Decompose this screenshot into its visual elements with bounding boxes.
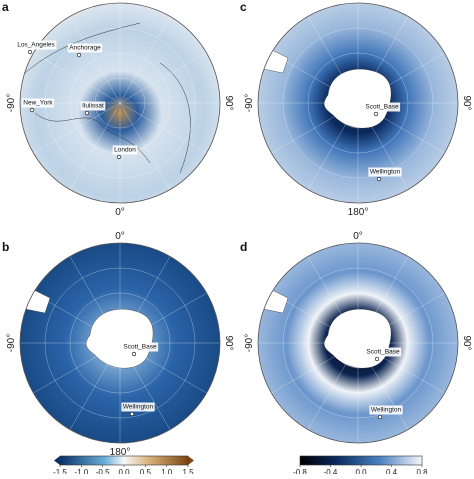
place-marker <box>376 176 382 182</box>
place-label-bg <box>363 102 401 112</box>
longitude-label: 0° <box>115 231 125 242</box>
map-border <box>19 242 221 444</box>
place-label-bg <box>80 101 106 111</box>
place-label-bg <box>67 43 103 53</box>
longitude-label: 90° <box>461 95 472 110</box>
colorbar-tick-label: 0.8 <box>416 468 428 474</box>
graticule <box>33 52 207 154</box>
colorbar-arrow <box>188 456 194 465</box>
map-body <box>20 243 220 443</box>
colorbar-tick-label: 1.0 <box>161 468 173 474</box>
colorbar-tick-label: -0.5 <box>96 468 110 474</box>
map-panel: a 0° -90° 90° Los_Angeles Anchorage New_York Il… <box>2 0 234 218</box>
colorbar-right <box>299 455 423 466</box>
longitude-label: -90° <box>6 334 17 352</box>
landmass <box>24 22 191 174</box>
longitude-label: -90° <box>244 94 255 112</box>
place-marker <box>373 111 379 117</box>
place-marker <box>116 154 122 160</box>
place-marker <box>27 49 33 55</box>
place-marker <box>129 411 135 417</box>
graticule <box>33 292 207 394</box>
colorbar-arrow <box>54 456 60 465</box>
place-label-bg <box>368 167 402 177</box>
longitude-label: 90° <box>461 335 472 350</box>
longitude-label: 180° <box>110 447 131 458</box>
map-body <box>258 243 458 443</box>
colorbar-tick-label: -0.4 <box>324 468 338 474</box>
place-label-bg <box>112 145 138 155</box>
longitude-label: 90° <box>223 335 234 350</box>
colorbar-tick-label: -1.0 <box>74 468 88 474</box>
panel-label: a <box>2 0 9 14</box>
graticule <box>271 292 445 394</box>
map-panel: d 0° -90° 90° Scott_Base Wellington <box>240 231 472 444</box>
place-label: Scott_Base <box>365 104 399 111</box>
map-border <box>257 2 459 204</box>
place-label: Scott_Base <box>366 349 400 356</box>
colorbar <box>54 455 423 466</box>
map-border <box>257 242 459 444</box>
place-label: Scott_Base <box>123 344 157 351</box>
place-label: Los_Angeles <box>17 42 55 49</box>
place-label: Wellington <box>371 407 402 414</box>
map-body <box>258 3 458 203</box>
longitude-label: -90° <box>6 94 17 112</box>
colorbar-tick-label: -0.8 <box>293 468 307 474</box>
place-label-bg <box>121 342 159 352</box>
place-label-bg <box>15 40 57 50</box>
panel-label: d <box>240 240 247 254</box>
place-label: Anchorage <box>69 45 101 52</box>
colorbar-tick-label: 1.5 <box>182 468 194 474</box>
colorbar-left <box>59 455 189 466</box>
panel-label: c <box>240 0 247 14</box>
place-label: Wellington <box>123 404 154 411</box>
place-marker <box>377 414 383 420</box>
longitude-label: 180° <box>348 207 369 218</box>
colorbar-tick-label: 0.4 <box>386 468 398 474</box>
colorbar-tick-label: -1.5 <box>53 468 67 474</box>
panel-label: b <box>2 240 9 254</box>
place-label: Wellington <box>370 169 401 176</box>
place-marker <box>131 351 137 357</box>
map-panel: c 180° -90° 90° Scott_Base Wellington <box>240 0 472 218</box>
longitude-label: 0° <box>115 207 125 218</box>
place-label: Ilulissat <box>82 103 104 110</box>
colorbar-tick-label: 0.0 <box>355 468 367 474</box>
colorbar-tick-label: 0.0 <box>118 468 130 474</box>
place-label: New_York <box>23 100 53 107</box>
place-marker <box>374 356 380 362</box>
place-label-bg <box>364 347 402 357</box>
place-label-bg <box>369 405 403 415</box>
map-border <box>19 2 221 204</box>
graticule <box>271 52 445 154</box>
map-body <box>20 3 220 203</box>
place-marker <box>76 52 82 58</box>
longitude-label: 90° <box>223 95 234 110</box>
place-marker <box>29 107 35 113</box>
place-label: London <box>114 147 136 154</box>
map-panel: b 0° 180° -90° 90° Scott_Base Wellington <box>2 231 234 458</box>
longitude-label: -90° <box>244 334 255 352</box>
place-label-bg <box>121 402 155 412</box>
place-marker <box>84 110 90 116</box>
place-label-bg <box>21 98 55 108</box>
longitude-label: 0° <box>353 231 363 242</box>
colorbar-tick-label: 0.5 <box>140 468 152 474</box>
